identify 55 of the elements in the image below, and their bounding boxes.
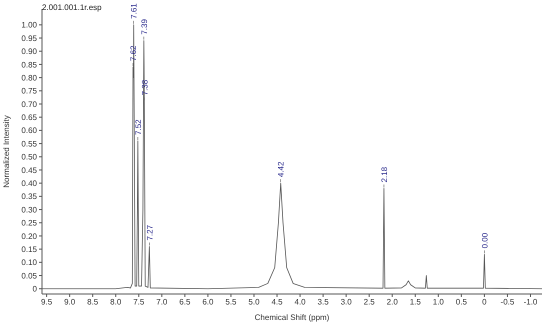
x-tick-label: 0 [482,298,488,307]
y-tick-label: 0.60 [21,126,38,136]
x-tick-label: 7.5 [133,298,145,307]
x-tick-label: 4.5 [271,298,284,307]
annotation: 7.62 [129,44,138,62]
x-tick-label: 5.5 [225,298,238,307]
annotation: 4.42 [276,161,286,178]
y-tick-label: 0.05 [21,271,38,280]
y-tick-label: 0.45 [21,166,38,175]
annotation: 7.39 [140,18,149,35]
y-tick-label: 0.55 [21,139,38,148]
x-tick-label: 7.0 [156,298,168,307]
x-tick-label: 8.5 [87,298,99,307]
y-tick-label: 0.95 [21,34,38,43]
annotation: 7.38 [140,79,150,96]
x-tick-label: 8.0 [110,298,122,307]
x-tick-label: -1.0 [524,298,538,307]
x-tick-label: 1.5 [410,298,422,307]
y-tick-label: 0.70 [21,100,38,109]
y-axis-title: Normalized Intensity [2,115,11,188]
x-tick-label: -0.5 [500,298,515,307]
x-tick-label: 2.0 [386,298,398,307]
y-tick-label: 0 [32,284,38,294]
chart-title: 2.001.001.1r.esp [42,3,102,12]
y-tick-label: 0.20 [21,232,38,241]
x-tick-label: 3.0 [340,298,352,307]
x-tick-label: 5.0 [248,298,260,307]
x-tick-label: 9.5 [41,298,53,307]
annotation: 0.00 [480,232,490,248]
y-tick-label: 0.90 [21,47,38,56]
annotation: 7.61 [130,2,139,19]
y-tick-label: 0.80 [21,73,38,82]
x-tick-label: 9.0 [64,298,76,307]
y-tick-label: 0.15 [21,244,38,254]
x-axis-title: Chemical Shift (ppm) [254,313,330,322]
y-tick-label: 0.85 [21,60,38,70]
y-tick-label: 0.25 [21,218,38,228]
y-tick-label: 0.75 [21,86,38,96]
y-tick-label: 0.50 [21,152,38,162]
x-tick-label: 3.5 [318,298,330,307]
x-tick-label: 0.5 [456,298,468,307]
x-tick-label: 1.0 [432,298,444,307]
y-tick-label: 0.30 [21,205,38,214]
y-tick-label: 0.35 [21,192,38,202]
x-tick-label: 2.5 [364,298,376,307]
y-tick-label: 0.10 [21,258,38,268]
x-tick-label: 6.0 [202,298,214,307]
annotation: 7.52 [134,118,143,135]
annotation: 7.27 [145,224,154,240]
y-tick-label: 0.65 [21,113,38,122]
x-tick-label: 6.5 [179,298,191,307]
annotation: 2.18 [380,166,389,182]
y-tick-label: 0.40 [21,179,38,188]
x-tick-label: 4.0 [294,298,306,307]
y-tick-label: 1.00 [21,20,38,30]
